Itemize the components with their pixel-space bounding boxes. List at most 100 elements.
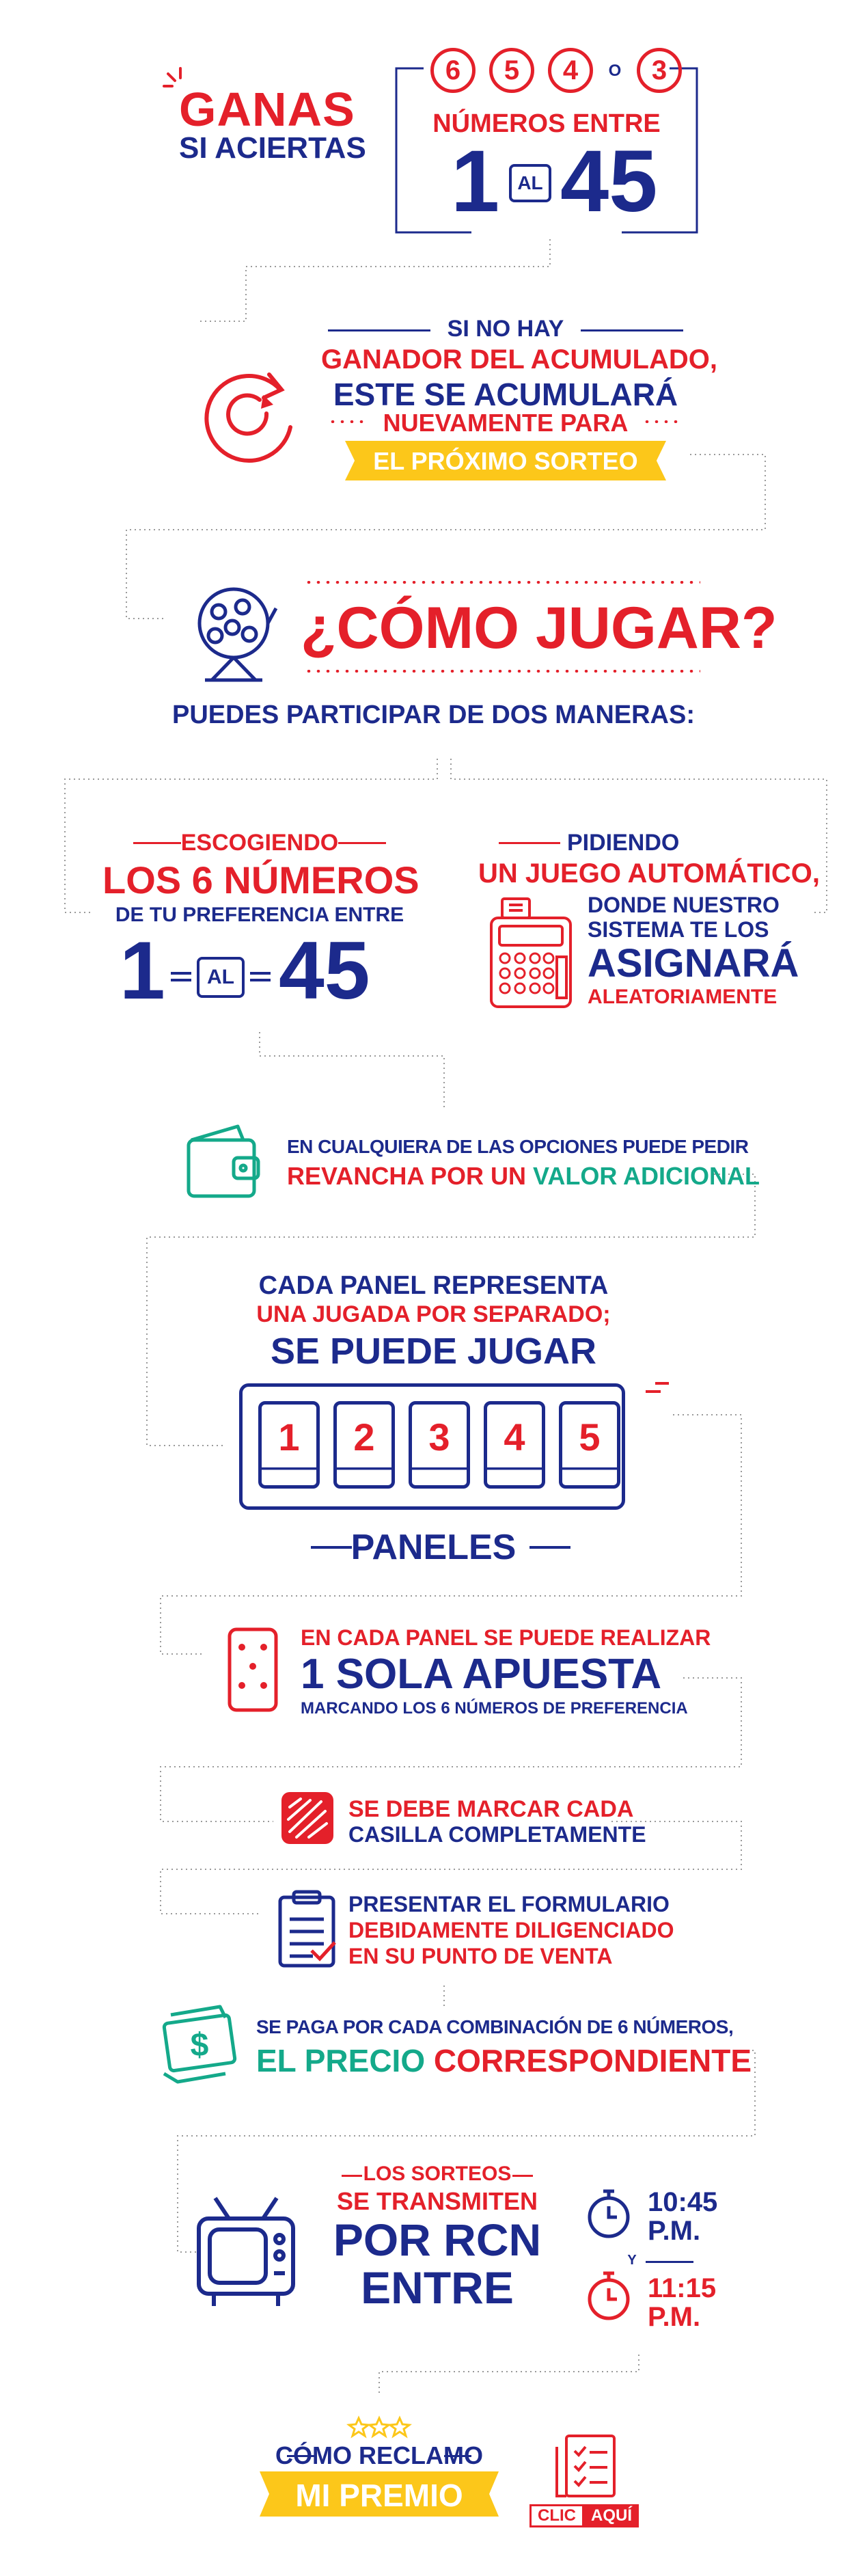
- auto-line-4: SISTEMA TE LOS: [588, 917, 769, 942]
- hero-frame: [395, 67, 698, 234]
- dice-icon: [228, 1627, 278, 1712]
- how-title: ¿CÓMO JUGAR?: [301, 595, 777, 661]
- lottery-terminal-icon: [490, 897, 572, 1008]
- hero-range-from: 1: [451, 133, 500, 230]
- how-subtitle: PUEDES PARTICIPAR DE DOS MANERAS:: [172, 701, 695, 729]
- manual-to: 45: [279, 925, 370, 1016]
- hit-circle-5: 5: [489, 48, 534, 93]
- sorteos-line-3: POR RCN: [333, 2214, 542, 2265]
- manual-rule-left: [133, 842, 181, 844]
- jackpot-rule-left: [328, 329, 430, 331]
- manual-rule-right: [338, 842, 386, 844]
- precio-green-text: EL PRECIO: [256, 2043, 426, 2078]
- manual-line-3: DE TU PREFERENCIA ENTRE: [115, 904, 404, 926]
- wallet-icon: [187, 1124, 260, 1198]
- revancha-section: EN CUALQUIERA DE LAS OPCIONES PUEDE PEDI…: [171, 1121, 760, 1217]
- marked-box-icon: [281, 1792, 333, 1844]
- auto-line-6: ALEATORIAMENTE: [588, 986, 777, 1008]
- reclamo-premio-banner[interactable]: MI PREMIO: [260, 2471, 499, 2517]
- how-to-play-section: ¿CÓMO JUGAR? PUEDES PARTICIPAR DE DOS MA…: [0, 560, 867, 752]
- hit-circle-3: 3: [637, 48, 682, 93]
- option-auto-section: PIDIENDO UN JUEGO AUTOMÁTICO, DONDE NUES…: [478, 827, 821, 1025]
- si-aciertas-text: SI ACIERTAS: [179, 131, 366, 165]
- apuesta-line-1: EN CADA PANEL SE PUEDE REALIZAR: [301, 1625, 711, 1650]
- reclamo-rule-right: [444, 2455, 471, 2457]
- revancha-line-1: EN CUALQUIERA DE LAS OPCIONES PUEDE PEDI…: [287, 1136, 749, 1157]
- sorteos-y-rule: [646, 2261, 693, 2263]
- checklist-icon: [555, 2435, 616, 2497]
- jackpot-banner: [345, 441, 666, 480]
- manual-equal-right: [250, 972, 271, 981]
- how-dots-top: [304, 581, 700, 584]
- how-dots-bottom: [304, 670, 700, 673]
- auto-rule-left: [499, 842, 560, 844]
- aqui-label: AQUÍ: [584, 2504, 639, 2527]
- precio-line-1: SE PAGA POR CADA COMBINACIÓN DE 6 NÚMERO…: [256, 2016, 734, 2037]
- panels-line-3: SE PUEDE JUGAR: [270, 1331, 597, 1372]
- stars-icon: [346, 2415, 412, 2439]
- sorteos-time-1: 10:45: [648, 2187, 718, 2217]
- marcar-line-2: CASILLA COMPLETAMENTE: [348, 1822, 646, 1847]
- panels-accent-lines: [646, 1382, 669, 1393]
- formulario-line-2: DEBIDAMENTE DILIGENCIADO: [348, 1918, 674, 1942]
- revancha-line-2: REVANCHA POR UN VALOR ADICIONAL: [287, 1162, 760, 1191]
- jackpot-line-5: EL PRÓXIMO SORTEO: [373, 447, 638, 475]
- clic-aqui-button[interactable]: CLIC AQUÍ: [529, 2433, 639, 2529]
- hero-al-box: AL: [509, 164, 551, 202]
- formulario-line-1: PRESENTAR EL FORMULARIO: [348, 1892, 670, 1916]
- auto-line-2: UN JUEGO AUTOMÁTICO,: [478, 858, 821, 889]
- manual-equal-left: [171, 972, 191, 981]
- sparkle-icon: [163, 67, 182, 87]
- jackpot-dots-left: [328, 420, 369, 423]
- formulario-line-3: EN SU PUNTO DE VENTA: [348, 1944, 613, 1968]
- jackpot-line-1: SI NO HAY: [447, 316, 564, 342]
- numeros-entre-text: NÚMEROS ENTRE: [432, 109, 661, 138]
- precio-section: $ SE PAGA POR CADA COMBINACIÓN DE 6 NÚME…: [150, 2003, 752, 2098]
- formulario-section: PRESENTAR EL FORMULARIO DEBIDAMENTE DILI…: [266, 1886, 690, 1982]
- jackpot-line-4: NUEVAMENTE PARA: [383, 409, 629, 437]
- clock-icon-2: [588, 2271, 630, 2320]
- precio-line-2: EL PRECIO CORRESPONDIENTE: [256, 2042, 752, 2079]
- paneles-label: PANELES: [350, 1528, 517, 1567]
- manual-line-2: LOS 6 NÚMEROS: [102, 858, 419, 901]
- sorteos-pm-1: P.M.: [648, 2216, 701, 2246]
- jackpot-dots-right: [642, 420, 683, 423]
- marcar-section: SE DEBE MARCAR CADA CASILLA COMPLETAMENT…: [273, 1784, 683, 1859]
- manual-line-1: ESCOGIENDO: [180, 830, 339, 856]
- paneles-rule-right: [529, 1546, 570, 1549]
- jackpot-line-3: ESTE SE ACUMULARÁ: [333, 377, 678, 412]
- clock-icon-1: [588, 2189, 630, 2238]
- tv-icon: [197, 2197, 295, 2306]
- option-manual-section: ESCOGIENDO LOS 6 NÚMEROS DE TU PREFERENC…: [102, 827, 419, 1025]
- reclamo-section: CÓMO RECLAMO MI PREMIO CLIC AQUÍ: [0, 2406, 867, 2556]
- sorteos-rule-left: [342, 2175, 362, 2177]
- panels-line-1: CADA PANEL REPRESENTA: [258, 1271, 609, 1300]
- svg-text:$: $: [191, 2027, 209, 2063]
- revancha-red-text: REVANCHA POR UN: [287, 1162, 527, 1190]
- panel-card-5: 5: [559, 1401, 620, 1489]
- panels-section: CADA PANEL REPRESENTA UNA JUGADA POR SEP…: [0, 1271, 867, 1572]
- sorteos-line-1: LOS SORTEOS: [363, 2163, 512, 2185]
- hero-section: GANAS SI ACIERTAS 6 5 4 O 3 NÚMEROS ENTR…: [0, 0, 867, 246]
- jackpot-rule-right: [581, 329, 683, 331]
- panels-ticket: [239, 1383, 625, 1510]
- revancha-green-text: VALOR ADICIONAL: [533, 1162, 760, 1190]
- panel-card-3: 3: [409, 1401, 470, 1489]
- auto-line-5: ASIGNARÁ: [588, 941, 799, 986]
- manual-from: 1: [120, 925, 165, 1016]
- reclamo-line-2: MI PREMIO: [295, 2478, 463, 2513]
- hero-range-to: 45: [560, 133, 658, 230]
- paneles-rule-left: [311, 1546, 352, 1549]
- sorteos-rule-right: [512, 2175, 533, 2177]
- hit-circle-4: 4: [548, 48, 593, 93]
- apuesta-section: EN CADA PANEL SE PUEDE REALIZAR 1 SOLA A…: [225, 1620, 711, 1722]
- hit-circle-6: 6: [430, 48, 476, 93]
- sorteos-line-2: SE TRANSMITEN: [336, 2187, 538, 2215]
- apuesta-line-3: MARCANDO LOS 6 NÚMEROS DE PREFERENCIA: [301, 1699, 688, 1718]
- ganas-heading: GANAS: [179, 83, 355, 136]
- sorteos-line-4: ENTRE: [361, 2262, 514, 2313]
- panel-card-1: 1: [258, 1401, 320, 1489]
- sorteos-time-2: 11:15: [648, 2273, 717, 2303]
- sorteos-pm-2: P.M.: [648, 2302, 701, 2332]
